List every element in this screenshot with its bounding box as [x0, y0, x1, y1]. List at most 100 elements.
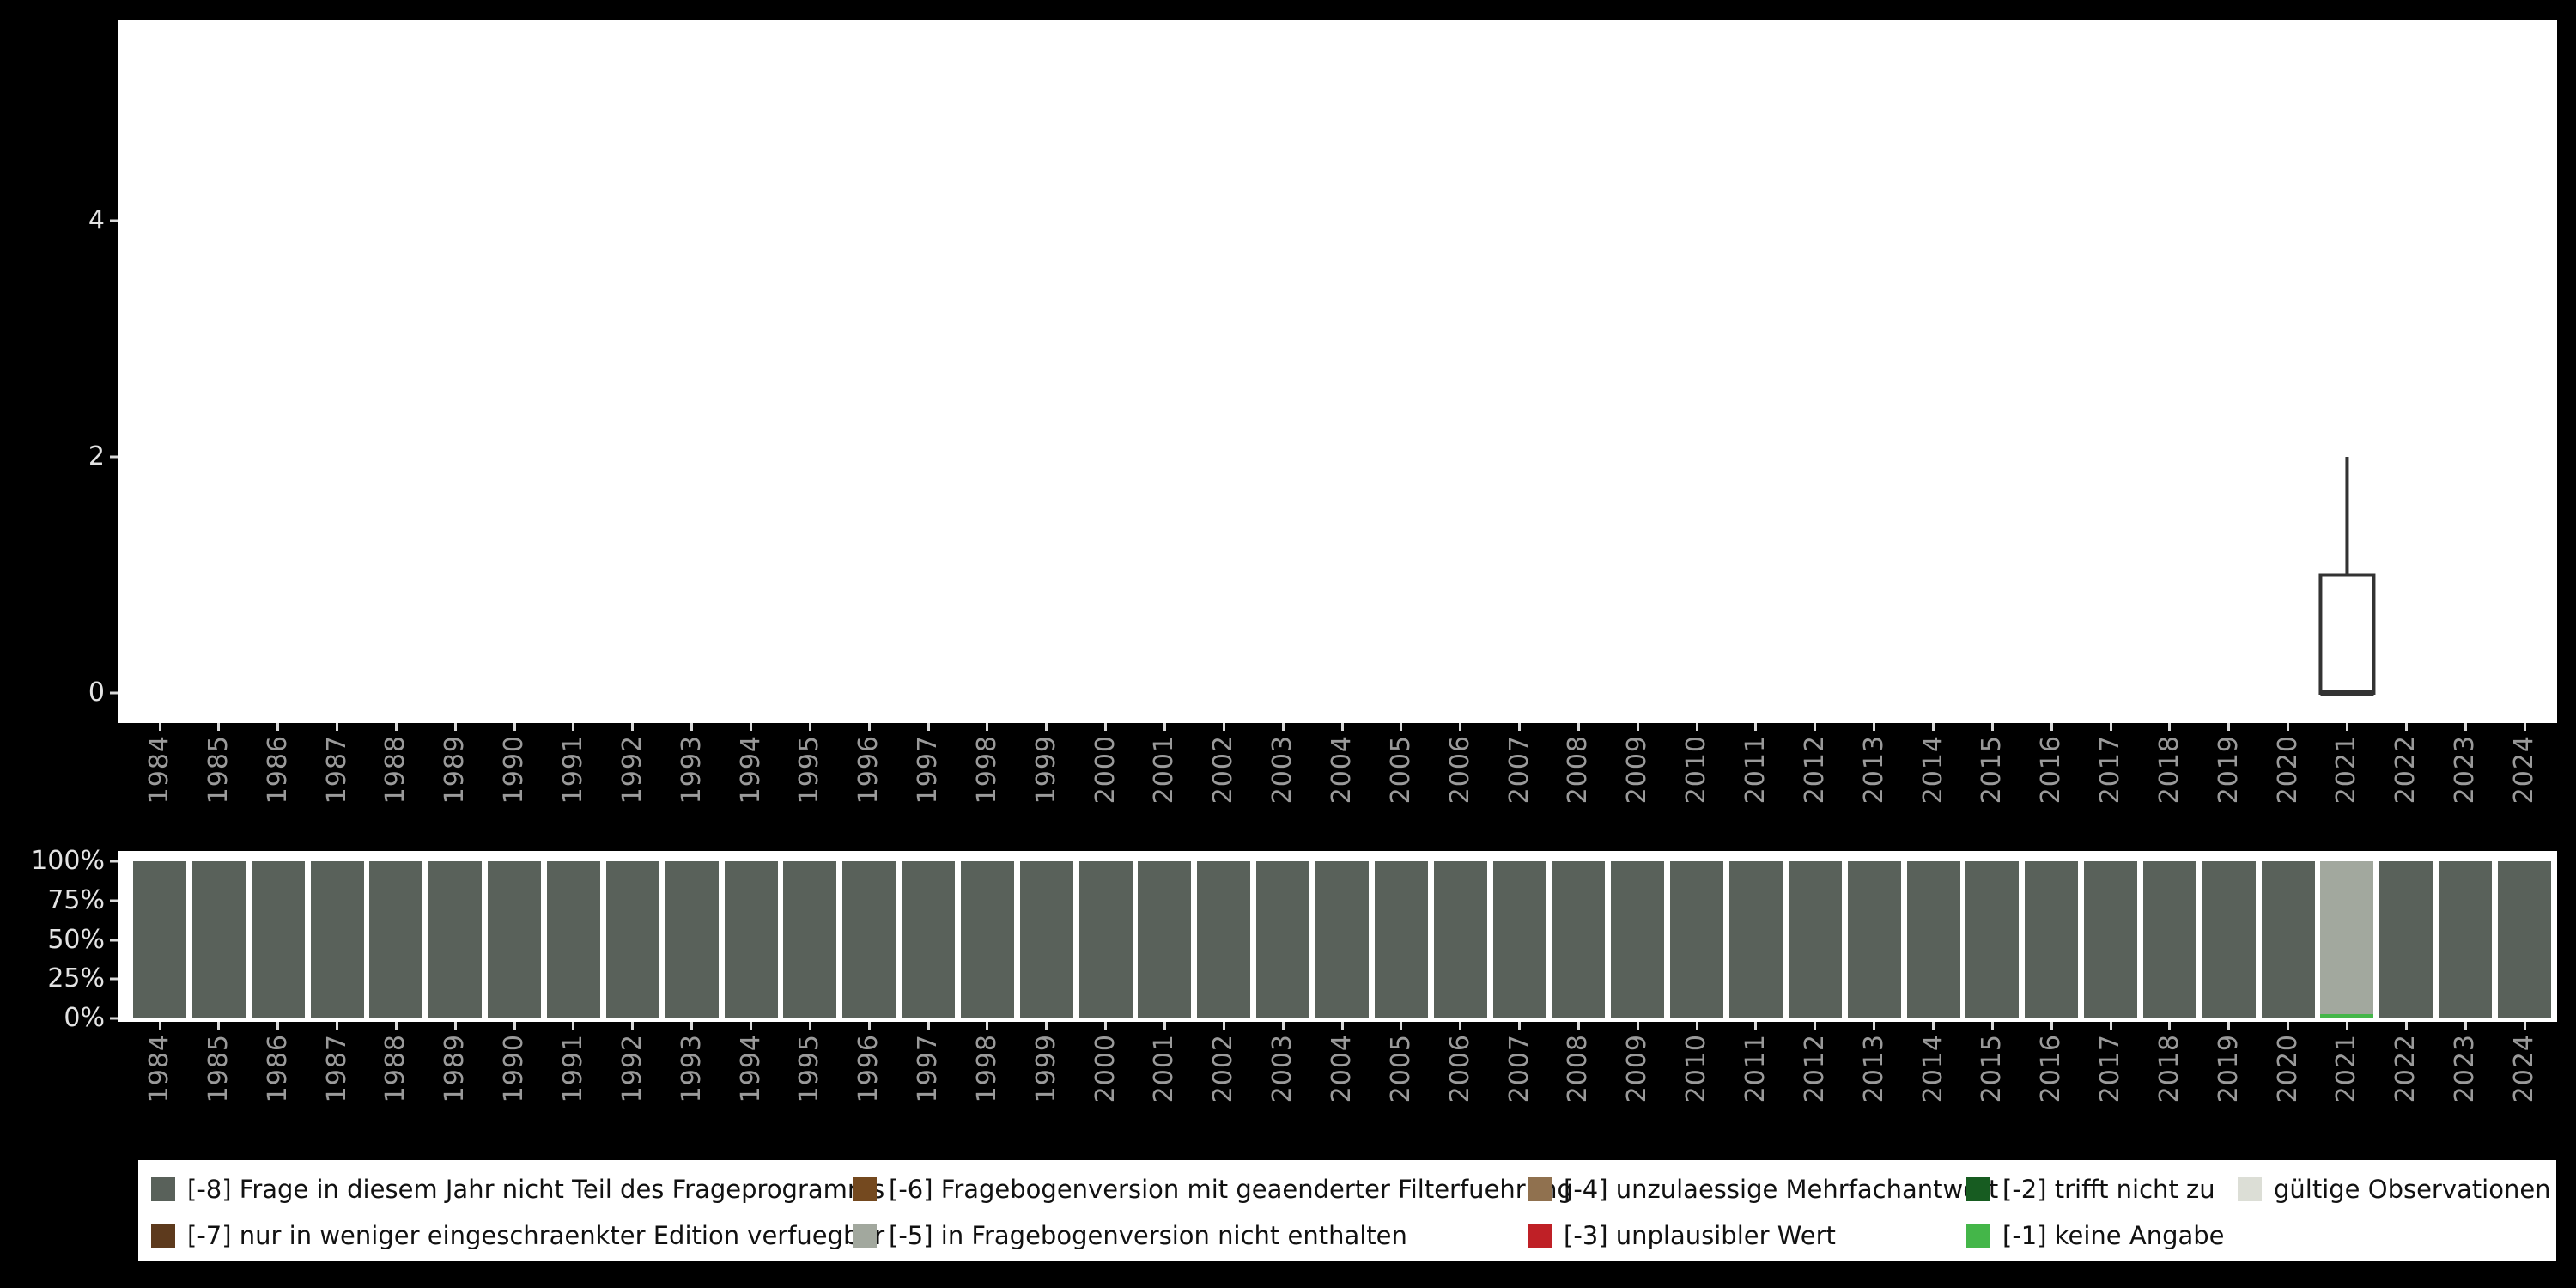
x-tick-bottom — [750, 1022, 752, 1030]
year-label-top: 1989 — [440, 735, 471, 805]
missing-bar-1992 — [605, 861, 659, 1018]
x-tick-bottom — [1754, 1022, 1758, 1030]
missing-bar-2022 — [2379, 861, 2433, 1018]
x-tick-top — [1281, 723, 1285, 731]
bar-segment--8 — [2439, 861, 2493, 1018]
year-label-top: 2011 — [1740, 735, 1771, 805]
year-label-bottom: 2005 — [1385, 1034, 1416, 1103]
legend-item--2: [-2] trifft nicht zu — [1966, 1175, 2215, 1204]
year-label-bottom: 1986 — [262, 1034, 293, 1103]
legend-item--6: [-6] Fragebogenversion mit geaenderter F… — [853, 1175, 1573, 1204]
x-tick-bottom — [572, 1022, 575, 1030]
y-tick-bottom — [110, 939, 118, 941]
missing-bar-1991 — [546, 861, 600, 1018]
y-label-top: 4 — [88, 205, 105, 235]
year-label-bottom: 1995 — [794, 1034, 825, 1103]
year-label-top: 2016 — [2036, 735, 2067, 805]
year-label-top: 1993 — [676, 735, 707, 805]
year-label-bottom: 2014 — [1917, 1034, 1948, 1103]
x-tick-bottom — [2464, 1022, 2467, 1030]
missing-bar-2010 — [1670, 861, 1724, 1018]
legend-label--2: [-2] trifft nicht zu — [2002, 1175, 2215, 1204]
y-label-top: 0 — [88, 677, 105, 708]
missing-bar-2006 — [1433, 861, 1487, 1018]
missing-bar-2011 — [1728, 861, 1783, 1018]
year-label-bottom: 2003 — [1267, 1034, 1298, 1103]
x-tick-bottom — [1104, 1022, 1108, 1030]
bar-segment--8 — [191, 861, 246, 1018]
y-tick-top — [110, 691, 118, 695]
missing-bar-1986 — [251, 861, 305, 1018]
legend-swatch--2 — [1966, 1177, 1990, 1201]
year-label-top: 1999 — [1030, 735, 1061, 805]
bar-segment--8 — [1788, 861, 1842, 1018]
boxplot-y-axis: 4 2 0 — [0, 20, 118, 723]
missing-bar-1990 — [488, 861, 542, 1018]
x-tick-bottom — [2050, 1022, 2053, 1030]
year-label-top: 2004 — [1327, 735, 1357, 805]
bar-segment--8 — [605, 861, 659, 1018]
year-label-top: 2006 — [1444, 735, 1475, 805]
bar-segment--8 — [369, 861, 423, 1018]
x-tick-bottom — [986, 1022, 989, 1030]
missing-bar-2018 — [2142, 861, 2196, 1018]
missings-panel — [118, 851, 2557, 1022]
x-tick-bottom — [690, 1022, 694, 1030]
missing-bar-2024 — [2498, 861, 2551, 1018]
missing-bar-1994 — [724, 861, 778, 1018]
boxplot-2021 — [2318, 457, 2376, 696]
year-label-bottom: 2021 — [2331, 1034, 2362, 1103]
x-tick-bottom — [394, 1022, 398, 1030]
x-tick-top — [158, 723, 161, 731]
year-label-top: 1997 — [913, 735, 944, 805]
x-tick-bottom — [1873, 1022, 1876, 1030]
x-tick-top — [1990, 723, 1994, 731]
bar-segment--8 — [842, 861, 896, 1018]
x-tick-bottom — [927, 1022, 930, 1030]
year-label-bottom: 2013 — [1858, 1034, 1889, 1103]
bar-segment--8 — [665, 861, 719, 1018]
year-label-bottom: 2007 — [1504, 1034, 1534, 1103]
x-tick-top — [808, 723, 811, 731]
missing-bar-1993 — [665, 861, 719, 1018]
bar-segment--8 — [1256, 861, 1310, 1018]
x-tick-top — [2287, 723, 2290, 731]
x-tick-top — [1045, 723, 1048, 731]
boxplot-x-axis: 1984 1985 1986 1987 1988 1989 1990 1991 1992 1993… — [118, 723, 2557, 839]
missing-bar-2007 — [1492, 861, 1546, 1018]
x-tick-top — [1459, 723, 1462, 731]
bar-segment--8 — [2025, 861, 2079, 1018]
legend-item--1: [-1] keine Angabe — [1966, 1221, 2225, 1250]
legend-swatch--7 — [151, 1224, 175, 1248]
year-label-top: 1998 — [971, 735, 1002, 805]
x-tick-bottom — [513, 1022, 516, 1030]
year-label-top: 2000 — [1090, 735, 1121, 805]
x-tick-bottom — [276, 1022, 280, 1030]
missing-bar-2017 — [2084, 861, 2138, 1018]
y-tick-top — [110, 455, 118, 459]
x-tick-top — [336, 723, 339, 731]
missings-y-axis: 100% 75% 50% 25% 0% — [0, 846, 118, 1031]
bar-segment--8 — [2261, 861, 2315, 1018]
missing-bar-1995 — [783, 861, 837, 1018]
missing-bar-2009 — [1611, 861, 1665, 1018]
y-label-bottom: 50% — [47, 924, 105, 955]
x-tick-top — [927, 723, 930, 731]
year-label-bottom: 2011 — [1740, 1034, 1771, 1103]
x-tick-bottom — [1400, 1022, 1403, 1030]
legend-item--4: [-4] unzulaessige Mehrfachantwort — [1528, 1175, 1998, 1204]
year-label-bottom: 1998 — [971, 1034, 1002, 1103]
missing-bar-2021 — [2320, 861, 2374, 1018]
bar-segment--8 — [1552, 861, 1606, 1018]
year-label-top: 2023 — [2450, 735, 2481, 805]
legend-label--4: [-4] unzulaessige Mehrfachantwort — [1564, 1175, 1999, 1204]
y-label-bottom: 75% — [47, 884, 105, 915]
year-label-bottom: 1989 — [440, 1034, 471, 1103]
x-tick-top — [1222, 723, 1225, 731]
x-tick-bottom — [1518, 1022, 1522, 1030]
x-tick-top — [690, 723, 694, 731]
year-label-top: 2010 — [1681, 735, 1712, 805]
legend-item-valid: gültige Observationen — [2238, 1175, 2551, 1204]
legend-swatch-valid — [2238, 1177, 2262, 1201]
y-label-bottom: 100% — [31, 846, 105, 876]
